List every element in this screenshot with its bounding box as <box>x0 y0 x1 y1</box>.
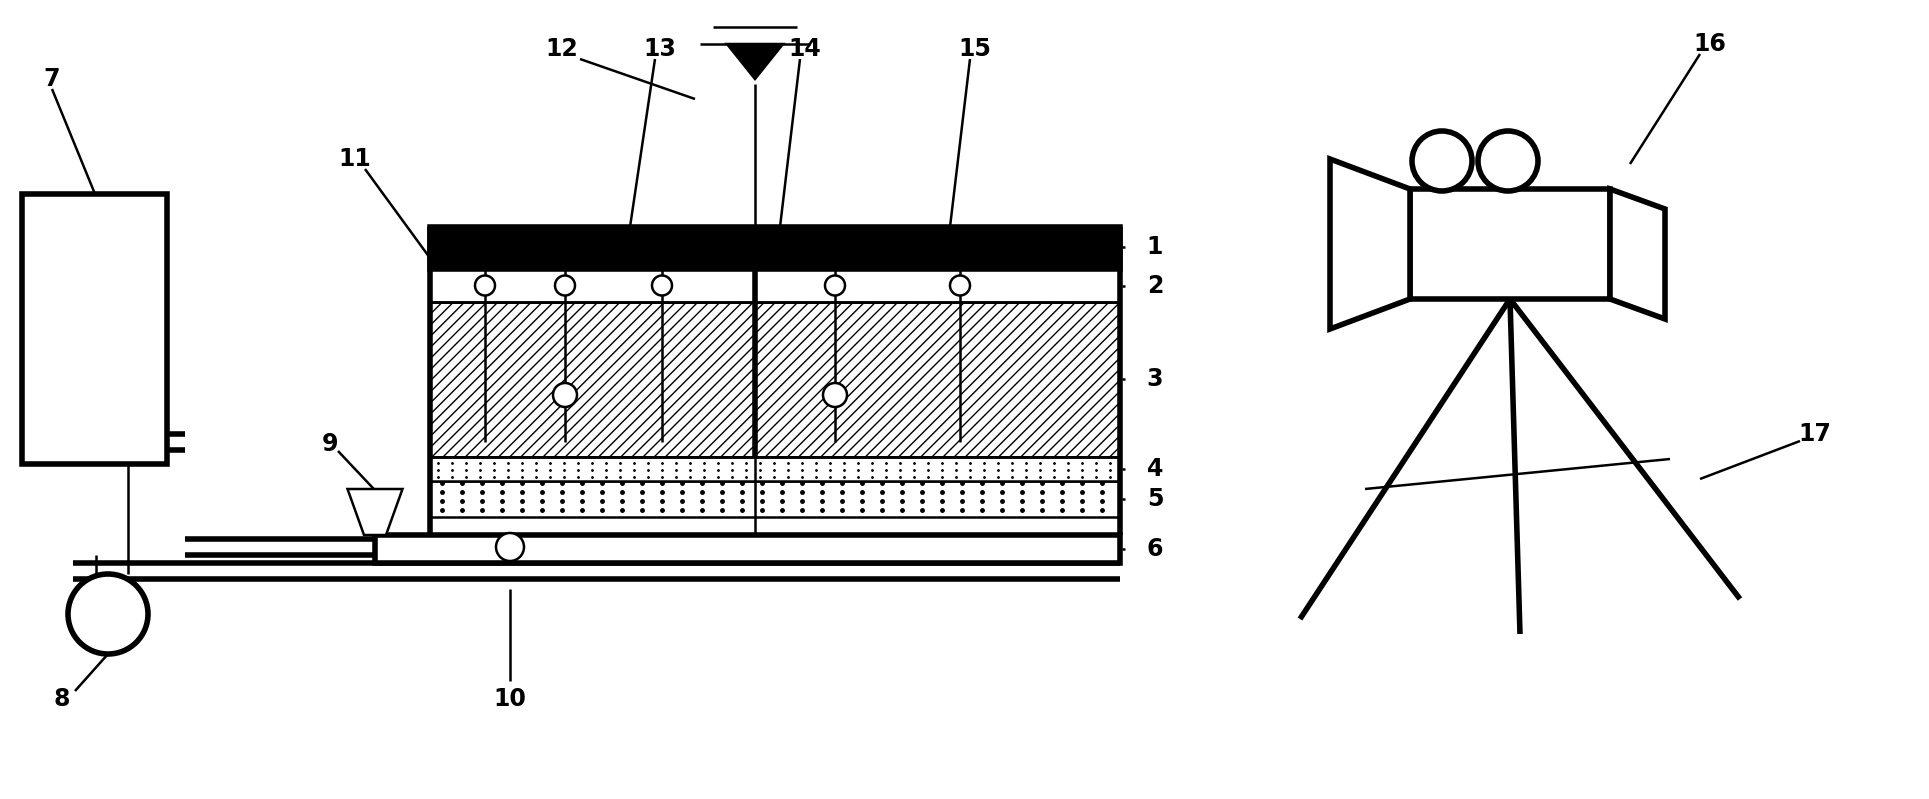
Polygon shape <box>1329 159 1410 329</box>
Text: 1: 1 <box>1148 235 1163 259</box>
Text: 17: 17 <box>1798 422 1831 446</box>
Bar <box>430 269 1121 302</box>
Circle shape <box>496 533 525 561</box>
Text: 12: 12 <box>546 37 579 61</box>
Circle shape <box>554 383 577 407</box>
Bar <box>754 302 1121 457</box>
Text: 8: 8 <box>54 687 69 711</box>
Text: 5: 5 <box>1146 487 1163 511</box>
Text: 10: 10 <box>494 687 527 711</box>
Circle shape <box>826 276 845 296</box>
Polygon shape <box>727 44 783 79</box>
Circle shape <box>1478 131 1537 191</box>
Circle shape <box>475 276 496 296</box>
Circle shape <box>1412 131 1472 191</box>
Polygon shape <box>347 489 403 535</box>
Text: 3: 3 <box>1146 367 1163 391</box>
Bar <box>21 194 168 464</box>
Polygon shape <box>1611 189 1665 319</box>
Bar <box>1410 189 1611 299</box>
Circle shape <box>652 276 671 296</box>
Text: 6: 6 <box>1146 537 1163 561</box>
Text: 15: 15 <box>959 37 992 61</box>
Text: 7: 7 <box>44 67 60 91</box>
Circle shape <box>824 383 847 407</box>
Bar <box>430 302 754 457</box>
Circle shape <box>556 276 575 296</box>
Circle shape <box>68 574 149 654</box>
Bar <box>374 535 1121 563</box>
Text: 4: 4 <box>1148 457 1163 481</box>
Bar <box>430 227 1121 269</box>
Circle shape <box>949 276 970 296</box>
Text: 9: 9 <box>322 432 338 456</box>
Bar <box>430 457 1121 481</box>
Text: 16: 16 <box>1694 32 1726 56</box>
Text: 14: 14 <box>789 37 822 61</box>
Text: 13: 13 <box>644 37 677 61</box>
Text: 11: 11 <box>340 147 372 171</box>
Bar <box>430 481 1121 517</box>
Text: 2: 2 <box>1148 274 1163 298</box>
